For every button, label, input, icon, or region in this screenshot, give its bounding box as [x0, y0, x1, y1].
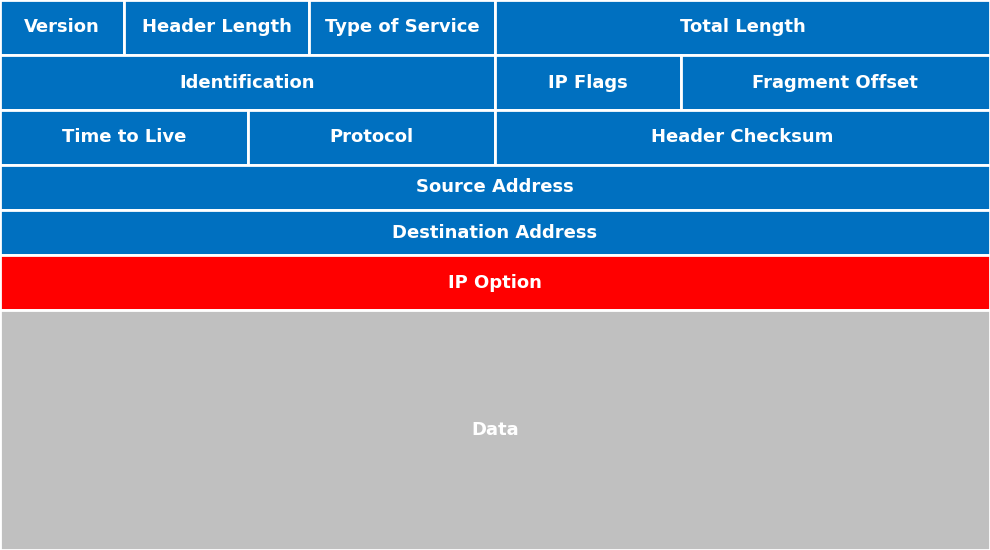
Text: Version: Version — [24, 19, 100, 36]
Text: Header Checksum: Header Checksum — [651, 129, 834, 146]
Text: Type of Service: Type of Service — [325, 19, 479, 36]
Text: Fragment Offset: Fragment Offset — [752, 74, 919, 91]
Text: Source Address: Source Address — [416, 179, 574, 196]
Bar — [0, 165, 990, 210]
Text: Destination Address: Destination Address — [392, 223, 598, 241]
Bar — [0, 55, 495, 110]
Text: Protocol: Protocol — [330, 129, 413, 146]
Bar — [309, 0, 495, 55]
Text: Data: Data — [471, 421, 519, 439]
Bar — [0, 0, 124, 55]
Bar — [495, 55, 681, 110]
Bar — [495, 110, 990, 165]
Text: IP Option: IP Option — [448, 273, 542, 292]
Bar — [124, 0, 309, 55]
Text: Identification: Identification — [180, 74, 315, 91]
Bar — [0, 110, 248, 165]
Bar — [0, 210, 990, 255]
Text: Total Length: Total Length — [679, 19, 806, 36]
Text: Header Length: Header Length — [142, 19, 291, 36]
Bar — [681, 55, 990, 110]
Text: Time to Live: Time to Live — [61, 129, 186, 146]
Bar — [248, 110, 495, 165]
Bar — [495, 0, 990, 55]
Bar — [0, 255, 990, 310]
Text: IP Flags: IP Flags — [547, 74, 628, 91]
Bar — [0, 310, 990, 550]
